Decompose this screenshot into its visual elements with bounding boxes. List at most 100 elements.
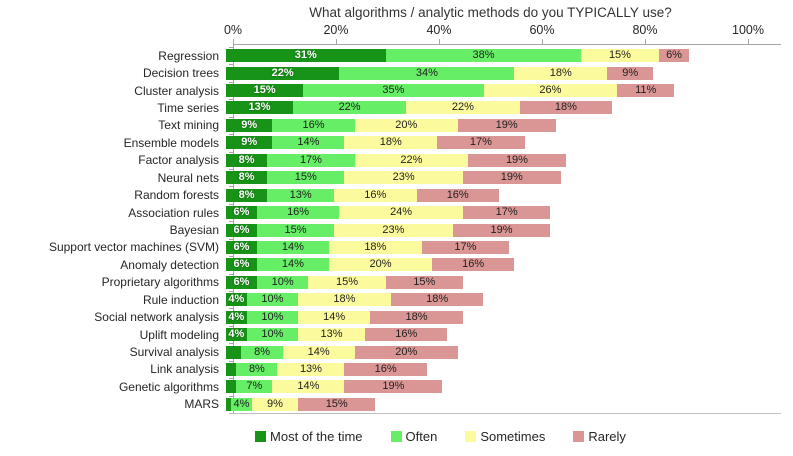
- bar-value-label: 15%: [294, 171, 317, 184]
- bar-segment: 17%: [421, 240, 510, 254]
- bar-value-label: 10%: [261, 293, 284, 306]
- x-tick-mark: [645, 39, 646, 45]
- bar-segment: 9%: [226, 136, 273, 150]
- bar-value-label: 17%: [299, 153, 322, 166]
- category-label: Uplift modeling: [139, 327, 219, 342]
- bar-segment: 18%: [298, 293, 391, 307]
- bar-segment: 10%: [246, 328, 299, 342]
- bar-segment: 15%: [267, 171, 345, 185]
- bar-value-label: 15%: [608, 49, 631, 62]
- x-tick-label: 100%: [732, 23, 764, 37]
- bar-value-label: 6%: [666, 49, 682, 62]
- bar-value-label: 19%: [490, 223, 513, 236]
- category-label: Bayesian: [169, 223, 219, 237]
- bar-segment: 15%: [308, 275, 386, 289]
- bar-segment: 18%: [328, 240, 422, 254]
- category-label: Social network analysis: [94, 310, 219, 325]
- bar-value-label: 18%: [549, 66, 572, 79]
- y-tick-mark: [229, 116, 234, 118]
- x-tick-mark: [542, 39, 543, 45]
- bar-segment: 9%: [226, 118, 273, 132]
- chart-row: Association rules 6% 16% 24% 17%: [0, 204, 793, 221]
- y-tick-mark: [229, 99, 234, 101]
- category-label: Factor analysis: [138, 153, 219, 168]
- bar-segment: 14%: [282, 345, 355, 359]
- bar-value-label: 8%: [254, 345, 270, 358]
- bar-value-label: 35%: [382, 84, 405, 97]
- bar-value-label: 8%: [238, 188, 255, 201]
- bar-value-label: 7%: [246, 380, 263, 393]
- x-tick-label: 60%: [529, 23, 555, 37]
- bar-value-label: 8%: [238, 171, 255, 184]
- bar-strip: 31% 38% 15% 6%: [226, 49, 690, 63]
- bar-segment: 13%: [298, 328, 366, 342]
- bar-segment: 26%: [483, 84, 618, 98]
- category-label: Anomaly detection: [120, 257, 219, 272]
- category-label: Text mining: [158, 118, 219, 133]
- bar-segment: 6%: [226, 258, 257, 272]
- bar-value-label: 22%: [451, 101, 474, 114]
- bar-segment: 16%: [416, 188, 499, 202]
- bar-value-label: 14%: [281, 258, 304, 271]
- x-tick-mark: [233, 39, 234, 45]
- bar-segment: 22%: [292, 101, 407, 115]
- category-label: Proprietary algorithms: [101, 275, 219, 290]
- bar-value-label: 17%: [495, 206, 518, 219]
- bar-segment: 22%: [354, 153, 469, 167]
- bar-segment: 22%: [226, 66, 340, 80]
- bar-segment: 14%: [298, 310, 371, 324]
- bar-value-label: 19%: [382, 380, 405, 393]
- y-tick-mark: [229, 343, 234, 345]
- x-tick-mark: [439, 39, 440, 45]
- bar-segment: 4%: [226, 293, 247, 307]
- y-tick-mark: [229, 325, 234, 327]
- bar-segment: 17%: [462, 206, 551, 220]
- y-tick-mark: [229, 308, 234, 310]
- category-label: Regression: [158, 48, 219, 63]
- bar-segment: 24%: [339, 206, 463, 220]
- bar-strip: 6% 15% 23% 19%: [226, 223, 551, 237]
- y-tick-mark: [229, 238, 234, 240]
- bar-value-label: 15%: [413, 275, 436, 288]
- bar-segment: 6%: [226, 223, 257, 237]
- bar-value-label: 34%: [415, 66, 438, 79]
- bar-value-label: 16%: [302, 118, 325, 131]
- bar-segment: 14%: [256, 258, 329, 272]
- chart-row: Time series 13% 22% 22% 18%: [0, 99, 793, 116]
- bar-value-label: 10%: [261, 310, 284, 323]
- bar-segment: 10%: [256, 275, 309, 289]
- y-tick-mark: [229, 256, 234, 258]
- bar-strip: 4% 10% 13% 16%: [226, 328, 448, 342]
- bar-value-label: 13%: [289, 188, 312, 201]
- category-label: Ensemble models: [123, 135, 219, 150]
- bar-segment: 8%: [226, 153, 268, 167]
- bar-value-label: 14%: [297, 380, 320, 393]
- legend-swatch-icon: [390, 431, 402, 442]
- bar-segment: 10%: [246, 293, 299, 307]
- legend-item: Sometimes: [465, 429, 545, 444]
- bar-segment: 18%: [390, 293, 484, 307]
- category-label: Genetic algorithms: [118, 379, 219, 394]
- bar-segment: 16%: [334, 188, 417, 202]
- bar-value-label: 10%: [261, 328, 284, 341]
- bar-segment: 6%: [226, 240, 257, 254]
- bar-segment: [226, 397, 232, 411]
- bar-value-label: 16%: [364, 188, 387, 201]
- y-tick-mark: [229, 360, 234, 362]
- chart-row: Social network analysis 4% 10% 14% 18%: [0, 308, 793, 325]
- bar-segment: 18%: [519, 101, 613, 115]
- y-tick-mark: [229, 186, 234, 188]
- chart-row: Survival analysis 8% 14% 20%: [0, 343, 793, 360]
- bar-segment: 18%: [514, 66, 608, 80]
- bar-segment: 14%: [272, 136, 345, 150]
- y-tick-mark: [229, 134, 234, 136]
- bar-strip: 4% 10% 18% 18%: [226, 293, 484, 307]
- chart-row: Random forests 8% 13% 16% 16%: [0, 186, 793, 203]
- bar-value-label: 20%: [395, 345, 418, 358]
- bar-segment: 13%: [267, 188, 335, 202]
- bar-value-label: 10%: [271, 275, 294, 288]
- chart-row: Rule induction 4% 10% 18% 18%: [0, 291, 793, 308]
- bar-segment: 8%: [226, 188, 268, 202]
- bar-segment: 17%: [267, 153, 355, 167]
- bar-value-label: 9%: [266, 397, 283, 410]
